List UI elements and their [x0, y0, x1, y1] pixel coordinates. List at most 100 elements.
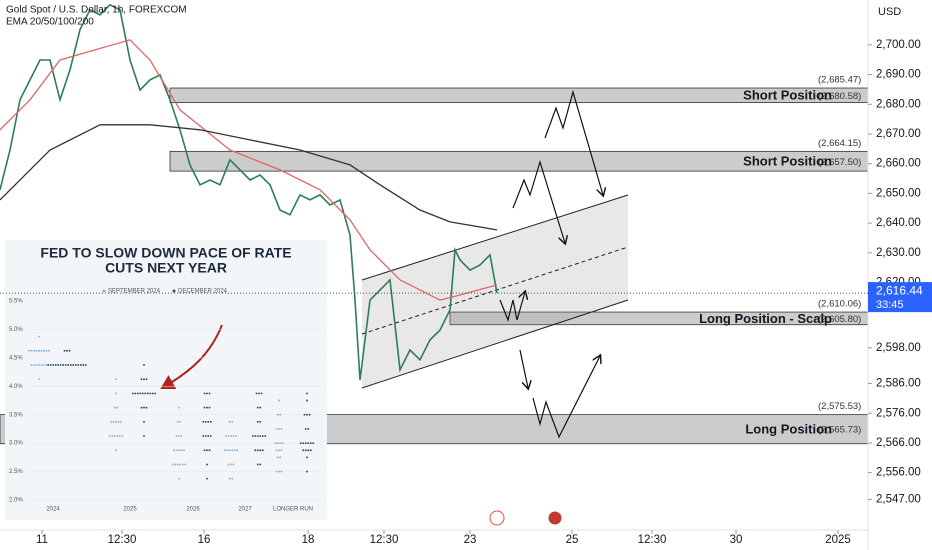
rate-dot	[176, 463, 179, 466]
inset-x-label: LONGER RUN	[273, 507, 313, 513]
rate-dot	[181, 463, 184, 466]
rate-dot	[35, 364, 38, 366]
rate-dot	[226, 449, 229, 452]
current-price-box	[868, 282, 932, 313]
event-icon[interactable]	[547, 510, 563, 526]
rate-dot	[274, 442, 277, 445]
y-tick-label: 2,576.00	[876, 407, 921, 419]
rate-dot	[207, 420, 210, 423]
rate-dot	[304, 427, 307, 430]
legend-dot	[102, 289, 106, 293]
rate-dot	[144, 392, 147, 395]
rate-dot	[260, 392, 263, 395]
rate-dot	[259, 449, 262, 452]
rate-dot	[28, 349, 30, 352]
rate-dot	[275, 427, 278, 430]
zone-low-label: (2,605.80)	[818, 314, 861, 325]
rate-dot	[208, 406, 211, 409]
rate-dot	[306, 413, 308, 416]
inset-x-label: 2026	[186, 507, 200, 513]
rate-dot	[115, 378, 117, 381]
rate-dot	[306, 392, 308, 395]
rate-dot	[232, 435, 235, 437]
rate-dot	[43, 349, 45, 352]
rate-dot	[178, 406, 180, 409]
rate-dot	[309, 449, 312, 452]
zone-label: Long Position - Scalp	[699, 311, 832, 326]
inset-y-label: 5.0%	[9, 327, 23, 333]
rate-dot	[276, 413, 279, 416]
rate-dot	[206, 463, 208, 466]
rate-dot	[143, 435, 145, 437]
rate-dot	[259, 420, 262, 423]
rate-dot	[264, 435, 267, 437]
rate-dot	[33, 364, 35, 366]
rate-dot	[180, 435, 183, 437]
inset-title: FED TO SLOW DOWN PACE OF RATE	[40, 245, 291, 261]
zones: (2,685.47)(2,680.58)Short Position(2,664…	[0, 75, 869, 445]
zone-label: Long Position	[745, 422, 832, 437]
rate-dot	[111, 435, 114, 437]
y-tick-label: 2,586.00	[876, 378, 921, 390]
rate-dot	[63, 349, 66, 352]
rate-dot	[306, 456, 308, 459]
inset-x-label: 2024	[46, 507, 60, 513]
rate-dot	[145, 406, 148, 409]
rate-dot	[116, 435, 119, 437]
x-tick-label: 25	[566, 534, 579, 546]
rate-dot	[66, 349, 68, 352]
rate-dot	[52, 364, 55, 366]
rate-dot	[40, 349, 43, 352]
rate-dot	[235, 435, 237, 437]
rate-dot	[174, 463, 177, 466]
rate-dot	[30, 349, 33, 352]
inset-bg	[5, 240, 327, 520]
rate-dot	[299, 442, 302, 445]
price-line	[0, 124, 498, 231]
event-icon[interactable]	[489, 510, 505, 526]
rate-dot	[279, 442, 282, 445]
rate-dot	[49, 364, 52, 366]
rate-dot	[140, 378, 143, 381]
rate-dot	[143, 420, 145, 423]
zone-label: Short Position	[743, 154, 832, 169]
rate-dot	[136, 392, 139, 395]
rate-dot	[113, 406, 116, 409]
rate-dot	[254, 435, 257, 437]
y-tick-label: 2,650.00	[876, 187, 921, 199]
rate-dot	[206, 406, 208, 409]
zone-low-label: (2,680.58)	[818, 91, 861, 102]
rate-dot	[54, 364, 57, 366]
rate-dot	[117, 420, 120, 423]
rate-dot	[259, 406, 262, 409]
channel-mid	[361, 246, 629, 335]
arrows	[499, 89, 603, 439]
rate-dot	[256, 449, 259, 452]
rate-dot	[206, 392, 208, 395]
rate-dot	[261, 435, 264, 437]
channel-line	[361, 194, 629, 281]
rate-dot	[203, 449, 206, 452]
rate-dot	[280, 470, 283, 473]
rate-dot	[279, 456, 282, 459]
y-tick-label: 2,690.00	[876, 69, 921, 81]
rate-dot	[178, 435, 180, 437]
legend-dot	[172, 289, 176, 293]
rate-dot	[281, 442, 284, 445]
countdown: 33:45	[876, 299, 904, 311]
rate-dot	[232, 463, 235, 466]
zone-low-label: (2,657.50)	[818, 157, 861, 168]
rate-dot	[38, 335, 40, 338]
inset-y-label: 5.5%	[9, 299, 23, 305]
rate-dot	[154, 392, 157, 395]
rate-dot	[209, 435, 212, 437]
price-line	[0, 3, 498, 381]
rate-dot	[256, 463, 259, 466]
rate-dot	[35, 349, 38, 352]
y-tick-label: 2,670.00	[876, 128, 921, 140]
rate-dot	[38, 378, 40, 381]
rate-dot	[258, 392, 260, 395]
rate-dot	[84, 364, 87, 366]
rate-dot	[180, 449, 183, 452]
